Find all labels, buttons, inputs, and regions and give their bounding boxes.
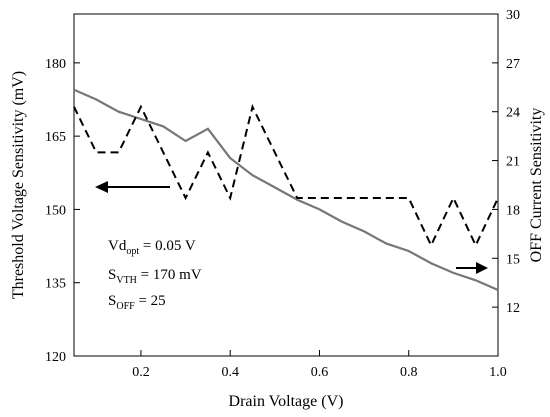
annotation-svth: SVTH = 170 mV xyxy=(108,267,202,286)
y-left-axis-ticks: 120 135 150 165 180 xyxy=(45,57,80,365)
y-left-tick-label: 135 xyxy=(45,277,66,292)
y-left-tick-label: 165 xyxy=(45,130,66,145)
x-tick-label: 0.2 xyxy=(132,365,150,380)
y-left-tick-label: 180 xyxy=(45,57,66,72)
y-right-tick-label: 18 xyxy=(506,203,520,218)
x-tick-label: 0.6 xyxy=(311,365,329,380)
y-right-tick-label: 24 xyxy=(506,106,520,121)
series-line-threshold-voltage xyxy=(73,88,499,292)
x-tick-label: 0.8 xyxy=(400,365,418,380)
y-left-tick-label: 120 xyxy=(45,350,66,365)
y-right-tick-label: 21 xyxy=(506,155,520,170)
series-layer xyxy=(73,88,499,292)
plot-frame xyxy=(73,13,499,357)
x-tick-label: 1.0 xyxy=(489,365,507,380)
y-right-tick-label: 27 xyxy=(506,57,520,72)
x-tick-label: 0.4 xyxy=(221,365,239,380)
annotation-soff: SOFF = 25 xyxy=(108,293,166,312)
y-right-tick-label: 15 xyxy=(506,252,520,267)
y-left-axis-title: Threshold Voltage Sensitivity (mV) xyxy=(10,71,27,299)
y-left-tick-label: 150 xyxy=(45,203,66,218)
y-right-axis-title: OFF Current Sensitivity xyxy=(528,108,545,263)
y-right-axis-ticks: 12 15 18 21 24 27 30 xyxy=(492,8,520,316)
x-axis-ticks: 0.2 0.4 0.6 0.8 1.0 xyxy=(132,350,507,380)
y-right-tick-label: 30 xyxy=(506,8,520,23)
series-line-off-current xyxy=(73,103,499,248)
y-right-tick-label: 12 xyxy=(506,301,520,316)
annotation-vd-opt: Vdopt = 0.05 V xyxy=(108,238,196,257)
x-axis-title: Drain Voltage (V) xyxy=(229,393,344,410)
left-axis-arrow xyxy=(95,181,170,193)
right-axis-arrow xyxy=(456,262,488,274)
